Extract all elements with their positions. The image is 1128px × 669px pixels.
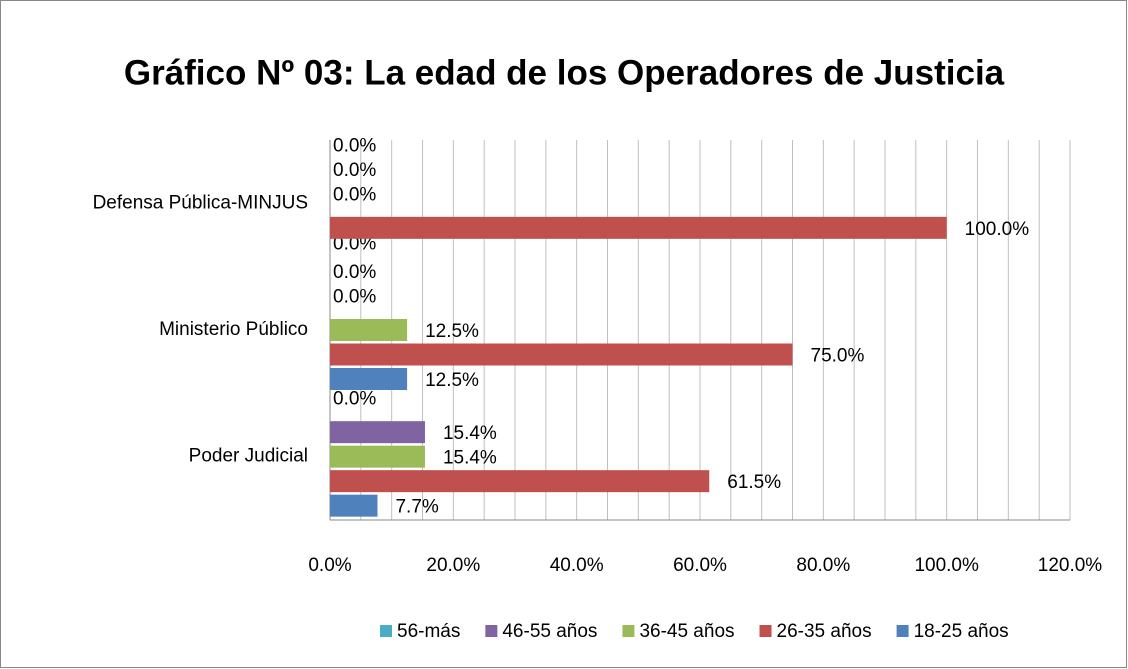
bar (330, 470, 710, 493)
legend-label: 26-35 años (777, 621, 872, 642)
y-tick-label: Ministerio Público (159, 319, 308, 340)
bar (330, 343, 793, 366)
data-label: 0.0% (333, 160, 376, 181)
legend-swatch (622, 625, 635, 637)
data-label: 0.0% (333, 262, 376, 283)
data-label: 7.7% (395, 497, 438, 518)
legend-swatch (759, 625, 772, 637)
data-label: 61.5% (727, 472, 781, 493)
legend-label: 18-25 años (914, 621, 1009, 642)
data-label: 0.0% (333, 135, 376, 156)
legend-swatch (485, 625, 498, 637)
y-tick-label: Defensa Pública-MINJUS (93, 192, 308, 213)
x-tick-label: 0.0% (308, 555, 351, 576)
legend-label: 56-más (397, 621, 460, 642)
x-tick-label: 40.0% (550, 555, 604, 576)
data-label: 100.0% (965, 219, 1030, 240)
data-label: 15.4% (443, 448, 497, 469)
bar (330, 445, 425, 468)
data-label: 0.0% (333, 389, 376, 410)
chart-title: Gráfico Nº 03: La edad de los Operadores… (124, 53, 1005, 92)
x-tick-label: 100.0% (914, 555, 979, 576)
legend-swatch (896, 625, 909, 637)
legend-swatch (380, 625, 392, 637)
bar (330, 216, 947, 239)
data-label: 15.4% (443, 423, 497, 444)
x-tick-label: 120.0% (1038, 555, 1103, 576)
y-tick-label: Poder Judicial (189, 446, 308, 467)
data-label: 0.0% (333, 184, 376, 205)
data-label: 12.5% (425, 370, 479, 391)
data-label: 0.0% (333, 287, 376, 308)
x-tick-label: 20.0% (426, 555, 480, 576)
x-tick-label: 60.0% (673, 555, 727, 576)
data-label: 75.0% (811, 346, 865, 367)
legend-label: 36-45 años (639, 621, 734, 642)
bar (330, 319, 408, 341)
bar (330, 421, 425, 444)
x-tick-label: 80.0% (796, 555, 850, 576)
bar (330, 368, 408, 390)
bar (330, 494, 378, 517)
legend-label: 46-55 años (502, 621, 597, 642)
data-label: 12.5% (425, 321, 479, 342)
